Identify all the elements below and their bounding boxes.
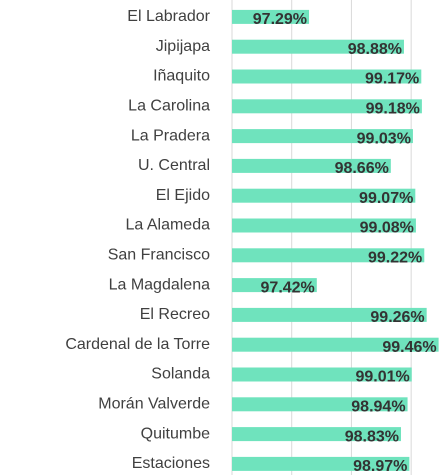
data-label: 98.97% xyxy=(353,458,407,475)
y-tick-label: Morán Valverde xyxy=(98,396,210,413)
y-tick-label: Iñaquito xyxy=(153,68,210,85)
bar xyxy=(232,307,427,322)
data-label: 98.66% xyxy=(335,160,389,177)
data-label: 99.17% xyxy=(365,71,419,88)
bar xyxy=(232,337,439,352)
y-tick-label: Cardenal de la Torre xyxy=(65,336,210,353)
data-label: 97.42% xyxy=(261,279,315,296)
y-tick-label: El Labrador xyxy=(127,8,210,25)
data-label: 99.08% xyxy=(360,220,414,237)
data-label: 98.88% xyxy=(348,41,402,58)
y-tick-label: Quitumbe xyxy=(141,425,210,442)
bar xyxy=(232,129,413,144)
data-label: 99.26% xyxy=(370,309,424,326)
y-tick-label: El Ejido xyxy=(156,187,210,204)
data-label: 97.29% xyxy=(253,11,307,28)
y-tick-label: La Magdalena xyxy=(109,276,211,293)
data-label: 99.01% xyxy=(355,369,409,386)
bar xyxy=(232,9,310,24)
data-label: 99.18% xyxy=(366,101,420,118)
bar xyxy=(232,248,425,263)
y-tick-label: Estaciones xyxy=(132,455,210,472)
bar xyxy=(232,427,401,442)
y-tick-label: Jipijapa xyxy=(156,38,210,55)
bar xyxy=(232,158,391,173)
bar xyxy=(232,188,416,203)
bar xyxy=(232,39,404,54)
data-label: 98.94% xyxy=(351,399,405,416)
bar xyxy=(232,99,422,114)
y-tick-label: El Recreo xyxy=(140,306,210,323)
data-label: 99.22% xyxy=(368,250,422,267)
bar xyxy=(232,218,416,233)
bar xyxy=(232,456,410,471)
y-tick-label: Solanda xyxy=(151,366,210,383)
y-tick-label: San Francisco xyxy=(108,247,210,264)
y-tick-label: U. Central xyxy=(138,157,210,174)
y-tick-label: La Alameda xyxy=(125,217,210,234)
bar xyxy=(232,278,317,293)
data-label: 99.46% xyxy=(382,339,436,356)
data-label: 99.03% xyxy=(357,130,411,147)
y-tick-label: La Pradera xyxy=(131,127,210,144)
bar xyxy=(232,367,412,382)
bar xyxy=(232,69,422,84)
data-label: 99.07% xyxy=(359,190,413,207)
y-tick-label: La Carolina xyxy=(128,98,210,115)
bar xyxy=(232,397,408,412)
data-label: 98.83% xyxy=(345,428,399,445)
